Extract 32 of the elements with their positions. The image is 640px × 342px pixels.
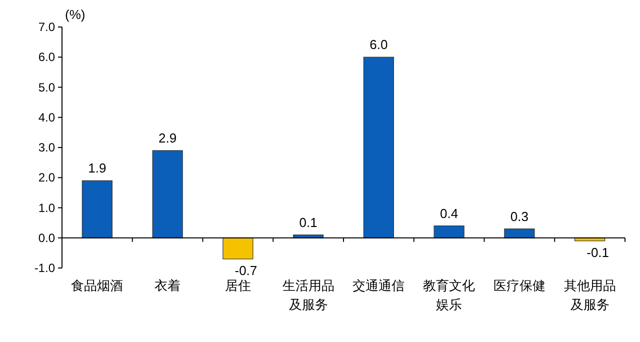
- data-label: 0.3: [510, 208, 528, 224]
- y-tick-label: 0.0: [38, 230, 56, 245]
- bar: [504, 228, 535, 238]
- data-label: 0.4: [440, 206, 458, 221]
- x-tick-label: 教育文化娱乐: [423, 278, 476, 312]
- y-tick-label: 1.0: [38, 200, 56, 215]
- x-tick-label: 医疗保健: [493, 278, 546, 293]
- bar: [82, 180, 112, 238]
- y-tick-label: -1.0: [34, 261, 56, 275]
- y-tick-label: 5.0: [38, 80, 56, 94]
- x-tick-label: 衣着: [154, 278, 181, 293]
- x-tick-label: 食品烟酒: [71, 278, 124, 293]
- data-label: 1.9: [88, 160, 106, 176]
- data-label: -0.7: [234, 262, 258, 278]
- bar: [434, 226, 464, 238]
- bar: [152, 150, 183, 238]
- data-label: 2.9: [158, 130, 177, 146]
- data-label: -0.1: [586, 244, 610, 260]
- y-tick-label: 4.0: [38, 110, 56, 124]
- bar: [363, 56, 394, 238]
- y-axis-title: (%): [65, 7, 86, 22]
- y-tick-label: 3.0: [38, 140, 56, 154]
- y-tick-label: 2.0: [38, 170, 56, 185]
- x-tick-label: 生活用品及服务: [282, 278, 334, 312]
- y-tick-label: 7.0: [38, 20, 56, 34]
- x-tick-label: 交通通信: [352, 278, 405, 293]
- bar: [222, 238, 254, 260]
- y-tick-label: 6.0: [38, 50, 56, 64]
- data-label: 0.1: [299, 214, 318, 230]
- x-tick-label: 其他用品及服务: [564, 278, 616, 312]
- x-tick-label: 居住: [224, 278, 251, 293]
- data-label: 6.0: [370, 37, 388, 52]
